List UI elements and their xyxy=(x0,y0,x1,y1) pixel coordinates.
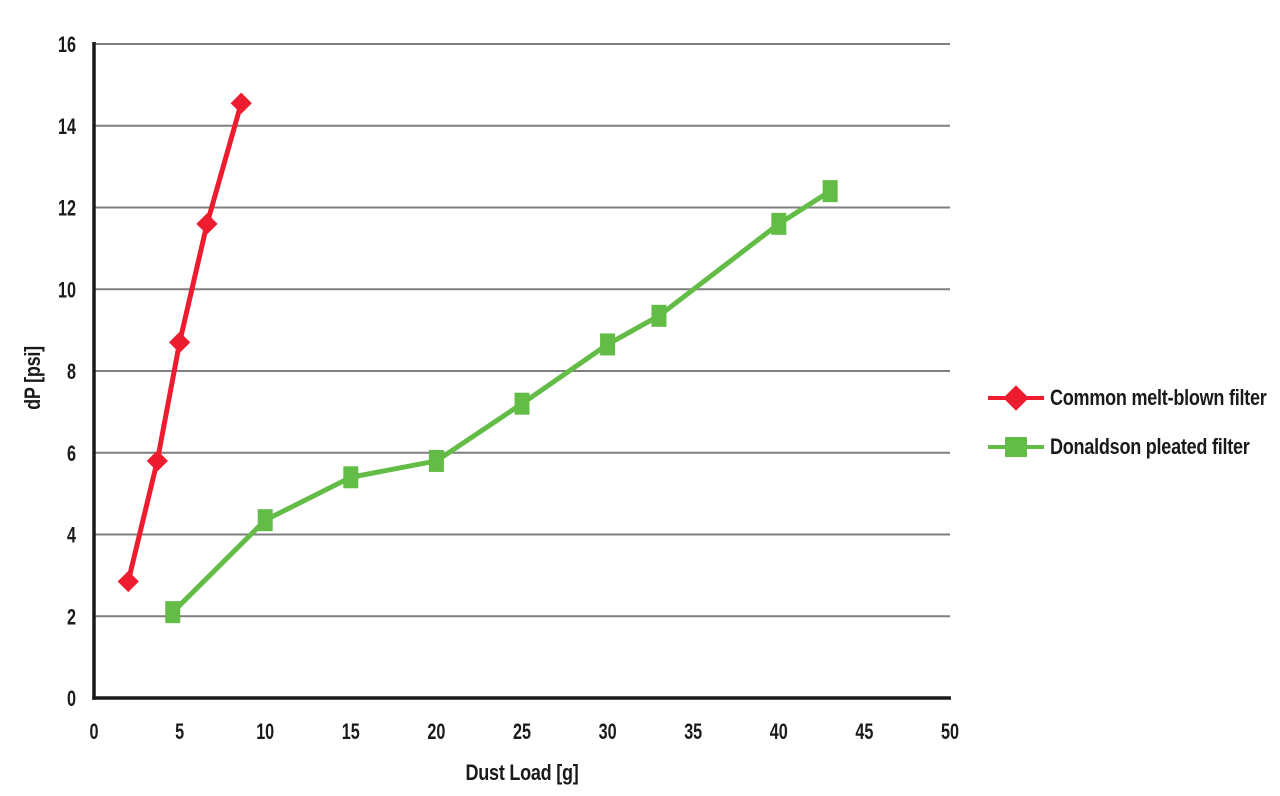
y-tick-label: 4 xyxy=(67,523,77,548)
data-point-square xyxy=(651,304,667,327)
x-tick-label: 5 xyxy=(175,719,184,744)
data-point-square xyxy=(600,333,616,356)
green-square-marker-icon xyxy=(988,435,1044,459)
data-point-square xyxy=(428,449,444,472)
x-tick-label: 50 xyxy=(941,719,959,744)
legend-label-melt-blown-filter: Common melt-blown filter xyxy=(1050,385,1267,410)
x-tick-label: 35 xyxy=(684,719,702,744)
data-point-square xyxy=(165,601,181,624)
data-point-square xyxy=(343,466,359,489)
y-tick-label: 16 xyxy=(58,32,76,57)
data-point-square xyxy=(771,212,787,235)
data-point-diamond xyxy=(117,570,139,593)
x-tick-label: 45 xyxy=(855,719,873,744)
x-tick-labels: 0 5 10 15 20 25 30 35 40 45 50 xyxy=(90,719,960,744)
x-tick-label: 0 xyxy=(90,719,99,744)
red-diamond-marker-icon xyxy=(988,386,1044,410)
y-tick-label: 2 xyxy=(67,604,76,629)
y-tick-label: 12 xyxy=(58,196,76,221)
y-tick-labels: 0 2 4 6 8 10 12 14 16 xyxy=(58,32,77,711)
y-tick-label: 0 xyxy=(67,686,76,711)
y-tick-label: 8 xyxy=(67,359,76,384)
data-point-square xyxy=(257,509,273,532)
x-axis-title: Dust Load [g] xyxy=(465,760,579,785)
data-point-square xyxy=(822,180,838,203)
x-tick-label: 20 xyxy=(427,719,445,744)
series-melt-blown xyxy=(117,92,252,593)
data-point-square xyxy=(514,392,530,415)
x-tick-label: 40 xyxy=(770,719,788,744)
x-tick-label: 30 xyxy=(599,719,617,744)
gridlines xyxy=(94,43,950,618)
y-axis-title: dP [psi] xyxy=(20,346,45,410)
x-tick-label: 25 xyxy=(513,719,531,744)
series-pleated xyxy=(165,180,838,624)
x-tick-label: 10 xyxy=(256,719,274,744)
legend-item-melt-blown-filter: Common melt-blown filter xyxy=(988,385,1280,410)
legend-label-pleated-filter: Donaldson pleated filter xyxy=(1050,434,1250,459)
y-tick-label: 6 xyxy=(67,441,76,466)
data-point-diamond xyxy=(196,213,218,235)
legend: Common melt-blown filter Donaldson pleat… xyxy=(988,385,1280,485)
legend-item-pleated-filter: Donaldson pleated filter xyxy=(988,434,1280,459)
data-point-diamond xyxy=(168,331,191,353)
y-tick-label: 14 xyxy=(58,114,77,139)
y-tick-label: 10 xyxy=(58,277,76,302)
x-tick-label: 15 xyxy=(342,719,360,744)
data-point-diamond xyxy=(230,92,252,114)
